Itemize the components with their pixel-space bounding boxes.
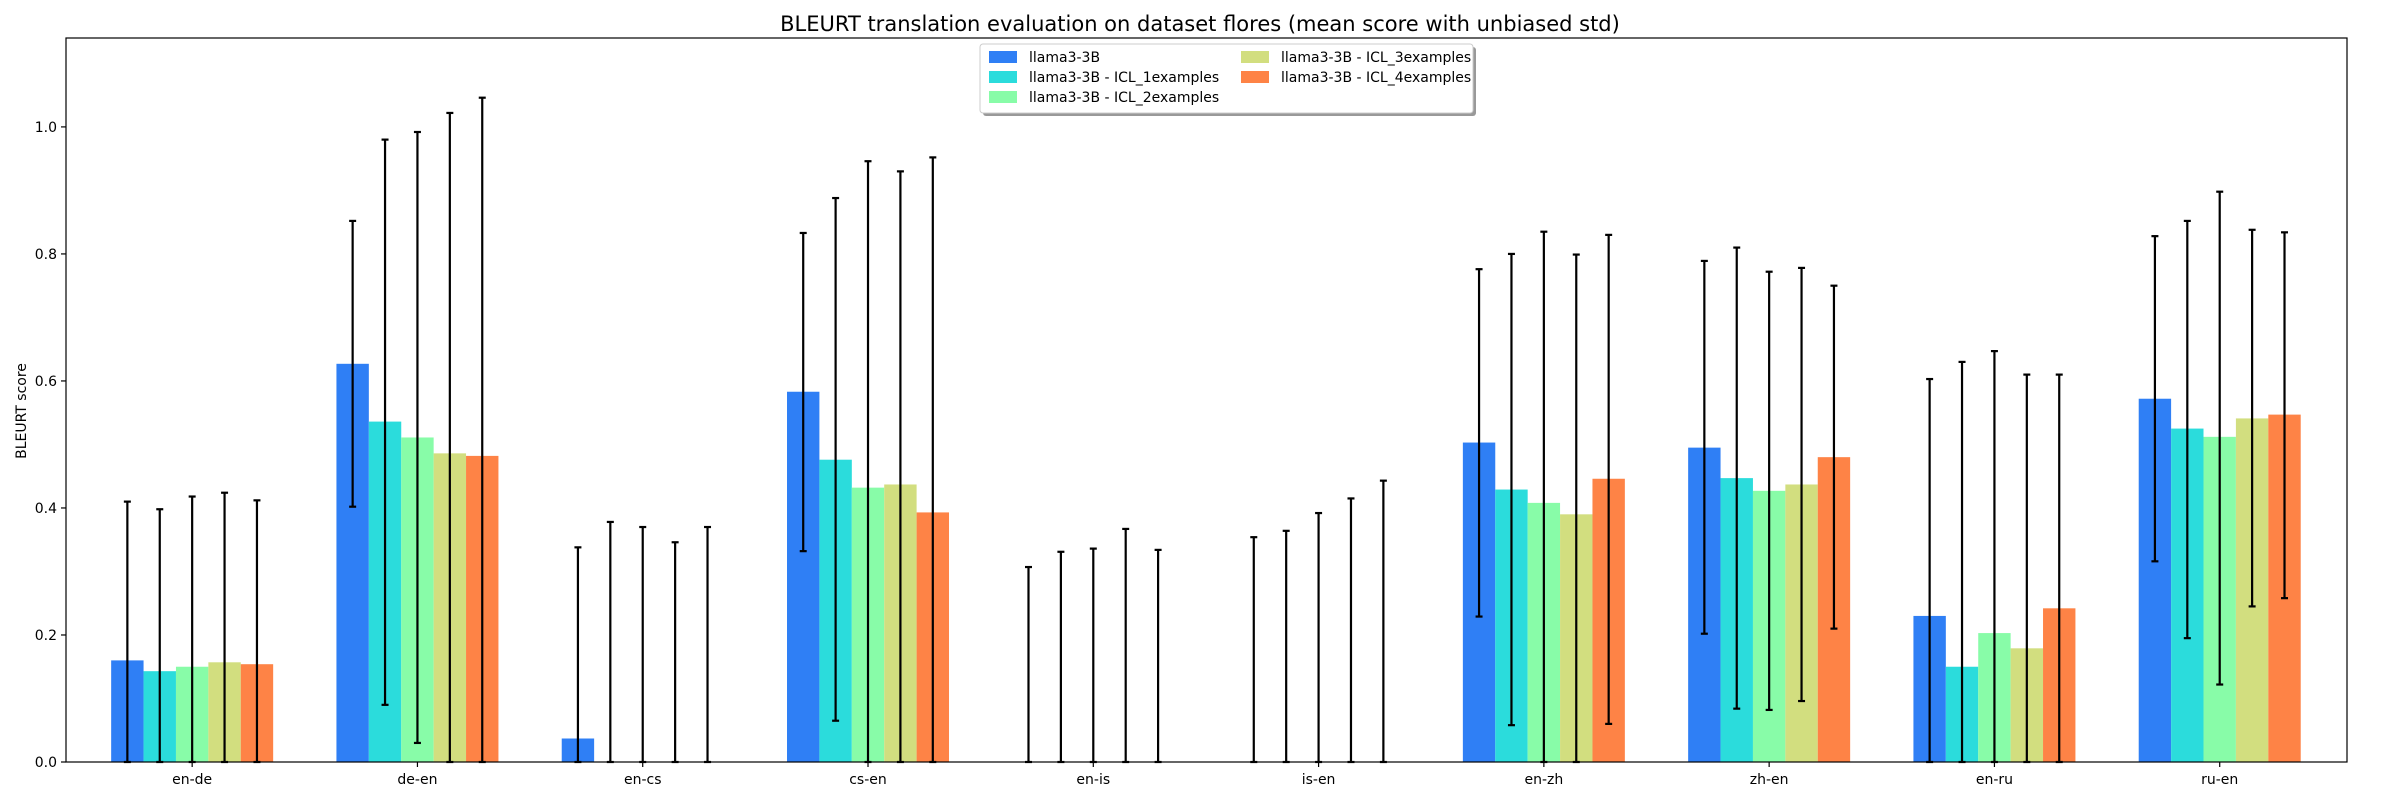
legend-entry-3: llama3-3B - ICL_3examples [1241,50,1471,66]
errorbar-zh-en-series-4 [1830,284,1838,630]
x-tick-label-zh-en: zh-en [1750,772,1789,788]
errorbar-ru-en-series-3 [2248,228,2256,608]
errorbar-is-en-series-4 [1379,479,1387,764]
errorbar-en-is-series-3 [1122,527,1130,764]
y-tick-label: 0.4 [35,501,57,517]
errorbar-en-is-series-1 [1057,550,1065,764]
legend-label: llama3-3B - ICL_3examples [1281,50,1471,66]
legend-entry-1: llama3-3B - ICL_1examples [989,70,1219,86]
x-tick-label-en-de: en-de [172,772,212,788]
x-tick-label-is-en: is-en [1302,772,1336,788]
errorbar-cs-en-series-1 [832,196,840,722]
legend-swatch [989,51,1017,63]
legend-label: llama3-3B - ICL_2examples [1029,90,1219,106]
legend-entry-0: llama3-3B [989,50,1100,66]
legend-box [979,43,1474,114]
legend-swatch [1241,51,1269,63]
errorbar-en-cs-series-4 [704,525,712,764]
errorbar-en-is-series-4 [1154,548,1162,764]
plot-area: 0.0 0.2 0.4 0.6 0.8 1.0 en-de de-en en-cs cs-en en… [35,37,2348,788]
legend-entry-4: llama3-3B - ICL_4examples [1241,70,1471,86]
errorbar-zh-en-series-0 [1700,259,1708,635]
y-axis-label: BLEURT score [14,363,30,459]
errorbar-de-en-series-0 [349,219,357,508]
axes-frame [65,37,2348,763]
legend-swatch [989,71,1017,83]
x-tick-label-cs-en: cs-en [849,772,887,788]
errorbar-de-en-series-1 [381,138,389,706]
errorbar-is-en-series-2 [1315,511,1323,764]
errorbar-en-is-series-0 [1024,565,1032,764]
x-tick-label-en-is: en-is [1076,772,1110,788]
legend-swatch [989,91,1017,103]
errorbar-ru-en-series-0 [2151,235,2159,563]
x-tick-label-ru-en: ru-en [2201,772,2238,788]
errorbar-is-en-series-3 [1347,497,1355,764]
x-tick-label-en-cs: en-cs [624,772,662,788]
legend: llama3-3B llama3-3B - ICL_1examples llama3… [979,43,1476,116]
x-tick-label-en-ru: en-ru [1976,772,2013,788]
legend-swatch [1241,71,1269,83]
errorbar-en-cs-series-1 [606,520,614,764]
errorbar-de-en-series-2 [413,130,421,745]
x-tick-label-de-en: de-en [397,772,437,788]
errorbar-zh-en-series-3 [1798,266,1806,703]
errorbar-en-is-series-2 [1089,547,1097,764]
errorbar-en-zh-series-4 [1605,233,1613,725]
y-tick-label: 0.6 [35,374,57,390]
y-tick-label: 0.0 [35,755,57,771]
errorbar-zh-en-series-1 [1733,246,1741,710]
x-tick-label-en-zh: en-zh [1524,772,1563,788]
y-tick-label: 0.2 [35,628,57,644]
y-tick-label: 1.0 [35,120,57,136]
errorbar-is-en-series-0 [1250,536,1258,764]
errorbar-en-cs-series-3 [671,541,679,764]
errorbar-en-cs-series-2 [639,525,647,764]
errorbar-en-zh-series-0 [1475,268,1483,618]
errorbar-en-cs-series-0 [574,546,582,764]
legend-label: llama3-3B [1029,50,1100,66]
errorbar-zh-en-series-2 [1765,270,1773,712]
errorbar-is-en-series-1 [1282,529,1290,764]
y-tick-label: 0.8 [35,247,57,263]
errorbar-ru-en-series-4 [2281,231,2289,600]
chart-title: BLEURT translation evaluation on dataset… [780,12,1620,36]
errorbar-cs-en-series-0 [799,231,807,553]
legend-label: llama3-3B - ICL_1examples [1029,70,1219,86]
legend-entry-2: llama3-3B - ICL_2examples [989,90,1219,106]
errorbar-ru-en-series-2 [2216,190,2224,686]
errorbar-en-zh-series-1 [1507,252,1515,727]
errorbar-ru-en-series-1 [2183,219,2191,640]
legend-label: llama3-3B - ICL_4examples [1281,70,1471,86]
